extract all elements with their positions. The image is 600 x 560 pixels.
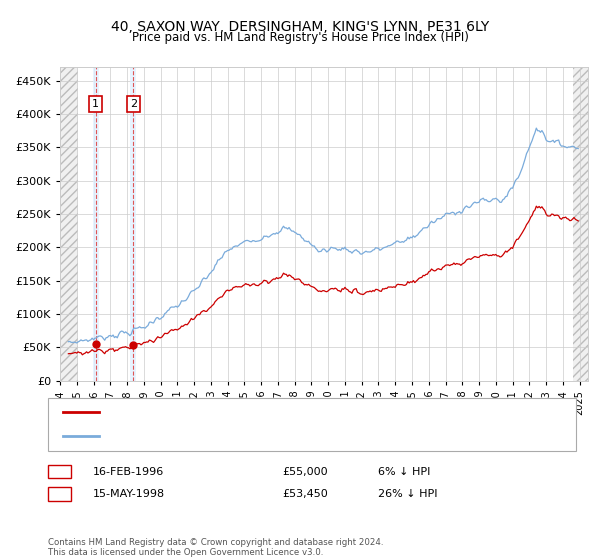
Text: Contains HM Land Registry data © Crown copyright and database right 2024.
This d: Contains HM Land Registry data © Crown c… [48,538,383,557]
Text: 1: 1 [56,466,63,477]
Bar [572,67,588,381]
Bar [130,67,136,381]
Bar [92,67,98,381]
Bar [60,67,78,381]
Text: 6% ↓ HPI: 6% ↓ HPI [378,466,430,477]
Text: 1: 1 [92,99,99,109]
Text: HPI: Average price, detached house, King's Lynn and West Norfolk: HPI: Average price, detached house, King… [105,431,449,441]
Text: 2: 2 [56,489,63,499]
Text: 40, SAXON WAY, DERSINGHAM, KING'S LYNN, PE31 6LY (detached house): 40, SAXON WAY, DERSINGHAM, KING'S LYNN, … [105,408,484,418]
Text: 40, SAXON WAY, DERSINGHAM, KING'S LYNN, PE31 6LY: 40, SAXON WAY, DERSINGHAM, KING'S LYNN, … [111,20,489,34]
Text: £53,450: £53,450 [282,489,328,499]
Text: Price paid vs. HM Land Registry's House Price Index (HPI): Price paid vs. HM Land Registry's House … [131,31,469,44]
Text: 26% ↓ HPI: 26% ↓ HPI [378,489,437,499]
Text: 15-MAY-1998: 15-MAY-1998 [93,489,165,499]
Text: 16-FEB-1996: 16-FEB-1996 [93,466,164,477]
Text: 2: 2 [130,99,137,109]
Text: £55,000: £55,000 [282,466,328,477]
